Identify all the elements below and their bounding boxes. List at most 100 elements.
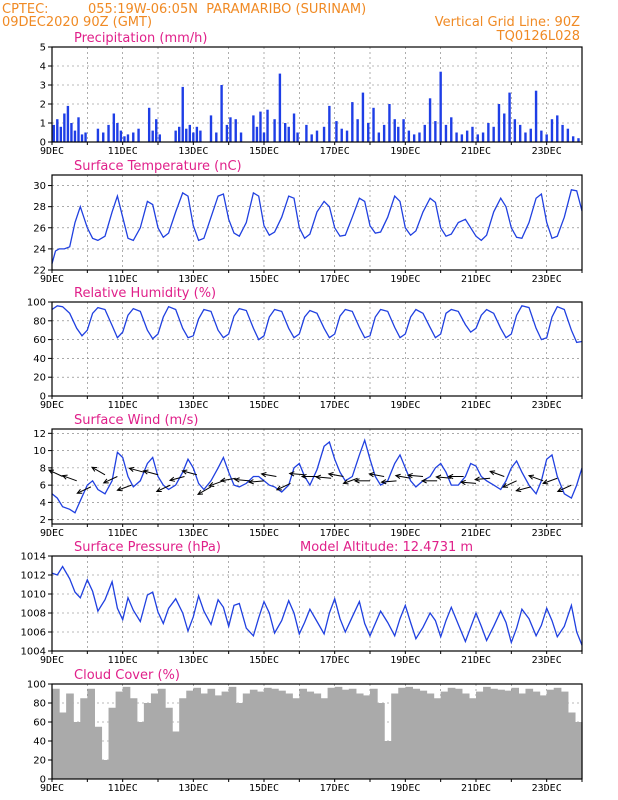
precip-bar: [388, 104, 391, 142]
precip-bar: [278, 73, 282, 142]
temp-xtick-label: 19DEC: [390, 274, 420, 285]
wind-arrow-shaft: [461, 481, 477, 484]
cloud-ytick-label: 80: [33, 699, 46, 710]
wind-arrow-shaft: [77, 486, 92, 494]
cloud-bar: [158, 688, 166, 779]
wind-arrow-shaft: [220, 477, 236, 482]
wind-arrow: [342, 477, 358, 485]
precip-bar: [185, 128, 188, 142]
precip-bar: [476, 134, 479, 142]
pres-xtick-label: 21DEC: [461, 655, 491, 666]
cloud-bar: [150, 693, 159, 779]
cloud-bar: [200, 693, 209, 779]
temp-xtick-label: 21DEC: [461, 274, 491, 285]
precip-ytick-label: 0: [40, 138, 46, 149]
wind-arrow-head: [459, 479, 466, 486]
wind-arrow: [76, 486, 92, 494]
pres-ytick-label: 1008: [21, 609, 46, 620]
wind-arrow-shaft: [316, 476, 332, 479]
wind-arrow-shaft: [289, 472, 305, 476]
wind-arrow-head: [116, 486, 123, 492]
precip-bar: [566, 128, 570, 142]
precip-bar: [287, 126, 290, 142]
cloud-bar: [278, 690, 286, 779]
precip-xtick-label: 11DEC: [108, 146, 138, 157]
wind-arrow: [128, 466, 144, 473]
wind-arrow-head: [181, 469, 188, 475]
cloud-bar: [525, 688, 534, 779]
wind-arrow-shaft: [117, 484, 132, 491]
cloud-bar: [235, 703, 244, 779]
cloud-xtick-label: 21DEC: [461, 783, 491, 794]
precip-bar: [147, 107, 151, 142]
cloud-ytick-label: 20: [33, 756, 46, 767]
precip-bar: [199, 130, 202, 142]
wind-arrow-head: [219, 477, 226, 483]
cloud-ytick-label: 0: [40, 775, 46, 786]
cloud-bar: [115, 691, 124, 779]
precip-bar: [356, 119, 359, 142]
wind-arrow: [420, 478, 438, 484]
precip-bar: [151, 130, 154, 142]
precip-bar: [412, 134, 416, 142]
wind-arrow: [380, 479, 397, 485]
precip-bar: [508, 92, 511, 142]
precip-bar: [84, 132, 87, 142]
wind-arrow-shaft: [557, 484, 572, 492]
precip-bar: [252, 115, 255, 142]
wind-arrow: [447, 473, 464, 480]
precip-bar: [428, 98, 432, 142]
precip-bar: [481, 132, 485, 142]
precip-xtick-label: 9DEC: [40, 146, 64, 157]
precip-bar: [225, 124, 229, 142]
wind-arrow-head: [474, 476, 481, 482]
cloud-bar: [483, 686, 491, 779]
wind-arrow-shaft: [381, 480, 397, 483]
precip-bar: [465, 130, 469, 142]
precip-bar: [367, 123, 370, 142]
precip-bar: [178, 126, 181, 142]
wind-xtick-label: 15DEC: [249, 528, 279, 539]
precip-bar: [255, 126, 259, 142]
precip-bar: [361, 92, 365, 142]
temp-ytick-label: 24: [33, 244, 46, 255]
precip-bar: [174, 130, 177, 142]
precip-bar: [444, 124, 448, 142]
cloud-bar: [256, 691, 265, 779]
precip-bar: [503, 113, 506, 142]
precip-bar: [434, 121, 437, 142]
cloud-bar: [419, 690, 428, 779]
pres-annotation: Model Altitude: 12.4731 m: [300, 540, 473, 555]
precip-bar: [209, 115, 213, 142]
cloud-xtick-label: 11DEC: [108, 783, 138, 794]
cloud-bar: [94, 726, 103, 779]
precip-bar: [220, 85, 223, 142]
wind-ytick-label: 4: [40, 498, 46, 509]
cloud-ytick-label: 40: [33, 737, 46, 748]
wind-arrow: [459, 479, 477, 486]
precip-ytick-label: 1: [40, 119, 46, 130]
cloud-xtick-label: 23DEC: [532, 783, 562, 794]
cloud-bar: [461, 693, 470, 779]
wind-xtick-label: 13DEC: [178, 528, 208, 539]
wind-arrow: [435, 474, 452, 480]
precip-bar: [571, 136, 575, 142]
cloud-bar: [292, 698, 300, 779]
pres-frame: [51, 555, 583, 652]
cloud-xtick-label: 13DEC: [178, 783, 208, 794]
wind-arrow: [300, 473, 317, 480]
wind-arrow: [527, 474, 544, 482]
wind-arrow: [116, 484, 132, 492]
wind-arrow-shaft: [182, 470, 197, 476]
cloud-bar: [504, 690, 512, 779]
precip-bar: [455, 132, 458, 142]
cloud-bar: [136, 722, 145, 779]
wind-arrow-head: [447, 473, 454, 480]
precip-bar: [335, 121, 338, 142]
cloud-bar: [242, 693, 251, 779]
wind-arrow-head: [556, 487, 563, 493]
pres-ytick-label: 1006: [21, 628, 46, 639]
precip-bar: [116, 123, 119, 142]
wind-arrow: [288, 471, 305, 477]
precip-bar: [524, 132, 527, 142]
